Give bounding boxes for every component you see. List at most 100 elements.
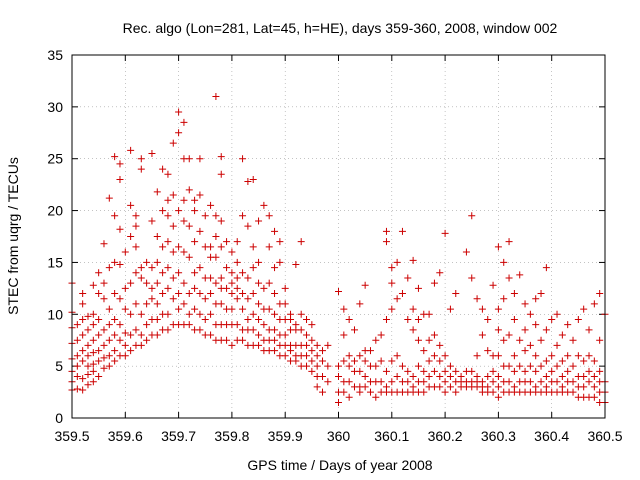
data-point xyxy=(489,281,497,289)
data-point xyxy=(532,367,540,375)
data-point xyxy=(271,336,279,344)
data-point xyxy=(398,290,406,298)
data-point xyxy=(516,336,524,344)
data-point xyxy=(473,295,481,303)
data-point xyxy=(265,279,273,287)
x-tick-label: 360.2 xyxy=(428,428,463,444)
data-point xyxy=(478,331,486,339)
data-point xyxy=(105,362,113,370)
data-point xyxy=(233,274,241,282)
data-point xyxy=(111,315,119,323)
data-point xyxy=(84,312,92,320)
data-point xyxy=(239,269,247,277)
data-point xyxy=(164,170,172,178)
data-point xyxy=(217,243,225,251)
data-point xyxy=(84,381,92,389)
data-point xyxy=(79,315,87,323)
data-point xyxy=(111,258,119,266)
data-point xyxy=(580,357,588,365)
data-point xyxy=(84,341,92,349)
data-point xyxy=(116,225,124,233)
data-point xyxy=(127,347,135,355)
data-point xyxy=(255,315,263,323)
data-point xyxy=(356,367,364,375)
data-point xyxy=(175,243,183,251)
data-point xyxy=(84,352,92,360)
data-point xyxy=(212,212,220,220)
data-point xyxy=(100,326,108,334)
data-point xyxy=(164,264,172,272)
data-point xyxy=(116,321,124,329)
data-point xyxy=(569,362,577,370)
x-tick-label: 359.5 xyxy=(54,428,89,444)
data-point xyxy=(382,367,390,375)
data-point xyxy=(207,274,215,282)
data-point xyxy=(137,165,145,173)
data-point xyxy=(585,352,593,360)
data-point xyxy=(388,279,396,287)
data-point xyxy=(303,315,311,323)
data-point xyxy=(393,373,401,381)
data-point xyxy=(542,326,550,334)
data-point xyxy=(89,336,97,344)
data-point xyxy=(196,326,204,334)
x-tick-label: 359.9 xyxy=(268,428,303,444)
data-point xyxy=(212,92,220,100)
data-point xyxy=(265,243,273,251)
data-point xyxy=(308,367,316,375)
data-point xyxy=(585,326,593,334)
data-point xyxy=(510,315,518,323)
data-point xyxy=(105,305,113,313)
data-point xyxy=(393,295,401,303)
data-point xyxy=(297,238,305,246)
data-point xyxy=(436,383,444,391)
x-tick-label: 360.3 xyxy=(481,428,516,444)
data-point xyxy=(558,373,566,381)
data-point xyxy=(553,310,561,318)
data-point xyxy=(521,300,529,308)
data-point xyxy=(484,373,492,381)
data-point xyxy=(596,336,604,344)
data-point xyxy=(414,362,422,370)
data-point xyxy=(569,378,577,386)
data-point xyxy=(201,212,209,220)
data-point xyxy=(164,196,172,204)
data-point xyxy=(303,352,311,360)
data-point xyxy=(452,290,460,298)
data-point xyxy=(95,373,103,381)
data-point xyxy=(143,279,151,287)
data-point xyxy=(207,290,215,298)
data-point xyxy=(180,279,188,287)
data-point xyxy=(191,207,199,215)
data-point xyxy=(196,310,204,318)
data-point xyxy=(121,352,129,360)
data-point xyxy=(537,378,545,386)
data-point xyxy=(494,393,502,401)
data-point xyxy=(260,201,268,209)
data-point xyxy=(132,326,140,334)
data-point xyxy=(420,388,428,396)
data-point xyxy=(239,336,247,344)
data-point xyxy=(148,217,156,225)
data-point xyxy=(553,341,561,349)
data-point xyxy=(478,305,486,313)
data-point xyxy=(111,212,119,220)
data-point xyxy=(372,393,380,401)
data-point xyxy=(244,295,252,303)
data-point xyxy=(585,378,593,386)
y-tick-label: 20 xyxy=(47,203,63,219)
data-point xyxy=(500,258,508,266)
data-point xyxy=(521,347,529,355)
data-point xyxy=(510,383,518,391)
data-point xyxy=(494,352,502,360)
data-point xyxy=(95,290,103,298)
data-point xyxy=(212,233,220,240)
data-point xyxy=(313,341,321,349)
data-point xyxy=(153,188,161,196)
data-point xyxy=(350,357,358,365)
data-point xyxy=(260,284,268,292)
data-point xyxy=(260,321,268,329)
data-point xyxy=(143,336,151,344)
data-point xyxy=(79,375,87,383)
data-point xyxy=(233,295,241,303)
